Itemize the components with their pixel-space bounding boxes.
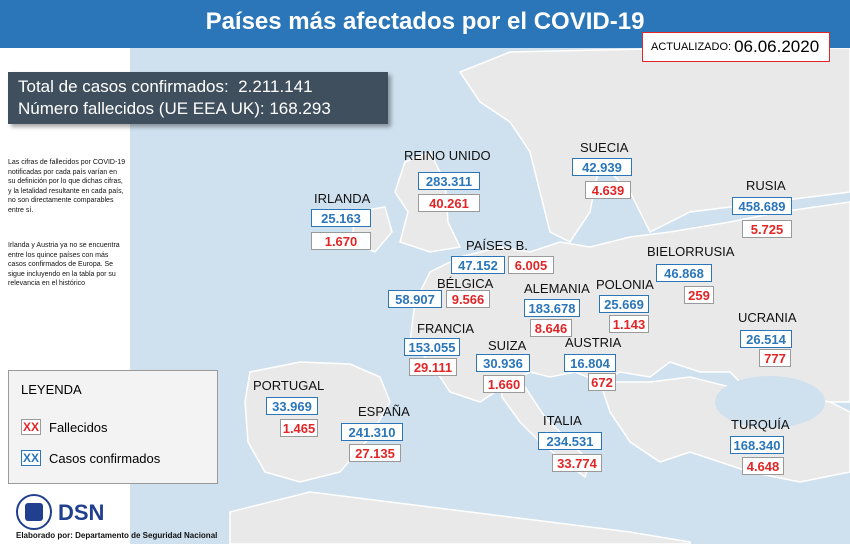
deaths-portugal: 1.465 [280,419,318,437]
dsn-seal-logo [16,494,52,530]
deaths-polonia: 1.143 [609,315,649,333]
country-label-espana: ESPAÑA [358,404,410,419]
deaths-italia: 33.774 [552,454,602,472]
deaths-rusia: 5.725 [742,220,792,238]
deaths-turquia: 4.648 [742,457,784,475]
country-label-francia: FRANCIA [417,321,475,336]
confirmed-turquia: 168.340 [730,436,784,454]
legend-deaths-marker: XX [21,419,41,435]
updated-date: 06.06.2020 [734,37,820,56]
legend-confirmed-marker: XX [21,450,41,466]
deaths-reino-unido: 40.261 [418,194,480,212]
confirmed-suiza: 30.936 [476,354,530,372]
confirmed-portugal: 33.969 [266,397,318,415]
confirmed-bielorrusia: 46.868 [656,264,712,282]
confirmed-polonia: 25.669 [599,295,649,313]
confirmed-alemania: 183.678 [524,299,580,317]
total-deaths: Número fallecidos (UE EEA UK): 168.293 [18,98,378,120]
deaths-note: Las cifras de fallecidos por COVID-19 no… [8,159,126,214]
updated-label: ACTUALIZADO: [651,41,732,53]
confirmed-francia: 153.055 [404,338,460,356]
confirmed-austria: 16.804 [564,354,616,372]
country-label-portugal: PORTUGAL [253,378,325,393]
confirmed-italia: 234.531 [538,432,602,450]
country-label-paises-bajos: PAÍSES B. [466,238,528,253]
confirmed-rusia: 458.689 [732,197,792,215]
country-label-turquia: TURQUÍA [731,417,790,432]
country-label-polonia: POLONIA [596,277,654,292]
totals-box: Total de casos confirmados: 2.211.141 Nú… [8,72,388,124]
legend-confirmed-label: Casos confirmados [49,450,161,466]
deaths-bielorrusia: 259 [684,286,714,304]
deaths-austria: 672 [588,373,616,391]
deaths-suecia: 4.639 [585,181,631,199]
country-label-irlanda: IRLANDA [314,191,371,206]
confirmed-ucrania: 26.514 [740,330,792,348]
country-label-italia: ITALIA [543,413,582,428]
country-label-belgica: BÉLGICA [437,276,494,291]
confirmed-irlanda: 25.163 [311,209,371,227]
confirmed-belgica: 58.907 [388,290,442,308]
confirmed-espana: 241.310 [341,423,403,441]
legend-confirmed: XX Casos confirmados [21,450,160,466]
total-confirmed-value: 2.211.141 [238,77,313,96]
confirmed-suecia: 42.939 [572,158,632,176]
legend-title: LEYENDA [21,382,82,397]
country-label-bielorrusia: BIELORRUSIA [647,244,735,259]
deaths-francia: 29.111 [409,358,457,376]
country-label-alemania: ALEMANIA [524,281,590,296]
deaths-alemania: 8.646 [530,319,572,337]
country-label-reino-unido: REINO UNIDO [404,148,491,163]
legend-deaths-label: Fallecidos [49,419,108,435]
country-label-suiza: SUIZA [488,338,527,353]
deaths-espana: 27.135 [349,444,401,462]
country-label-suecia: SUECIA [580,140,629,155]
country-label-rusia: RUSIA [746,178,786,193]
total-deaths-value: 168.293 [269,99,331,118]
country-label-ucrania: UCRANIA [738,310,797,325]
deaths-suiza: 1.660 [483,375,525,393]
deaths-paises-bajos: 6.005 [508,256,554,274]
deaths-ucrania: 777 [759,349,791,367]
total-confirmed-label: Total de casos confirmados: [18,77,229,96]
country-label-austria: AUSTRIA [565,335,622,350]
page-title: Países más afectados por el COVID-19 [205,8,645,35]
legend: LEYENDA XX Fallecidos XX Casos confirmad… [8,370,218,484]
confirmed-reino-unido: 283.311 [418,172,480,190]
credit-text: Elaborado por: Departamento de Seguridad… [16,531,218,540]
ranking-note: Irlanda y Austria ya no se encuentra ent… [8,242,120,288]
deaths-belgica: 9.566 [446,290,490,308]
europe-map [130,42,850,544]
dsn-logo-text: DSN [58,500,105,525]
deaths-irlanda: 1.670 [311,232,371,250]
total-deaths-label: Número fallecidos (UE EEA UK): [18,99,265,118]
total-confirmed: Total de casos confirmados: 2.211.141 [18,76,378,98]
legend-deaths: XX Fallecidos [21,419,108,435]
confirmed-paises-bajos: 47.152 [451,256,505,274]
updated-box: ACTUALIZADO: 06.06.2020 [642,32,830,62]
